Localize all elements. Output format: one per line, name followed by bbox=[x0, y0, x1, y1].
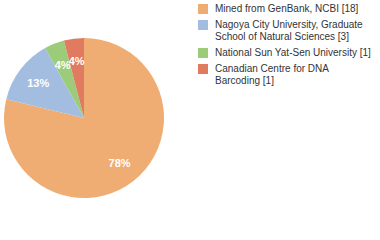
html-text:Nagoya City University, Gradua: Nagoya City University, Graduate School … bbox=[215, 19, 363, 42]
html-text:Canadian Centre for DNA Barcod: Canadian Centre for DNA Barcoding [1] bbox=[215, 63, 329, 86]
svg-text:78%: 78% bbox=[109, 157, 131, 169]
svg-text:4%: 4% bbox=[69, 55, 85, 67]
html-text:Mined from GenBank, NCBI [18]: Mined from GenBank, NCBI [18] bbox=[215, 3, 359, 14]
html-text:National Sun Yat-Sen Universit: National Sun Yat-Sen University [1] bbox=[215, 47, 371, 58]
svg-text:4%: 4% bbox=[54, 58, 71, 71]
svg-text:13%: 13% bbox=[27, 77, 49, 89]
